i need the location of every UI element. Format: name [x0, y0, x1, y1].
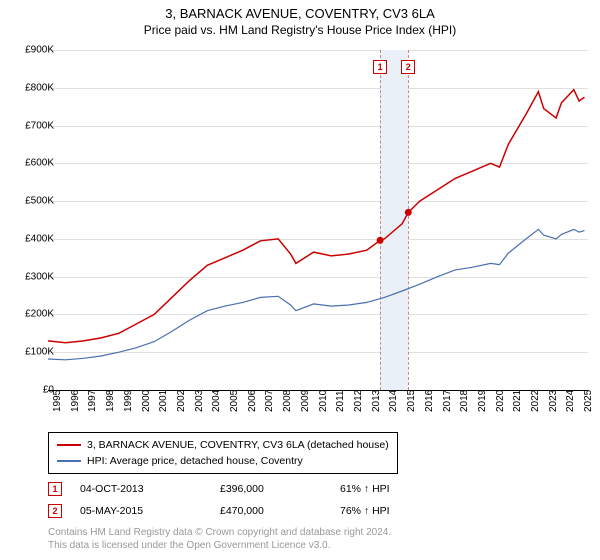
x-tick-label: 1997: [87, 390, 98, 412]
x-tick-label: 2002: [176, 390, 187, 412]
legend-label: HPI: Average price, detached house, Cove…: [87, 453, 303, 469]
x-tick-label: 2004: [211, 390, 222, 412]
x-tick-label: 2022: [530, 390, 541, 412]
x-tick-label: 2015: [406, 390, 417, 412]
sales-row-marker: 1: [48, 482, 62, 496]
footer-line-2: This data is licensed under the Open Gov…: [48, 539, 391, 552]
x-tick-label: 1996: [70, 390, 81, 412]
sales-row-date: 04-OCT-2013: [80, 483, 220, 495]
y-tick-label: £700K: [4, 120, 54, 131]
legend-swatch: [57, 460, 81, 462]
sales-row-marker: 2: [48, 504, 62, 518]
x-tick-label: 2005: [229, 390, 240, 412]
x-tick-label: 2013: [371, 390, 382, 412]
x-tick-label: 2011: [335, 390, 346, 412]
x-tick-label: 2017: [442, 390, 453, 412]
legend: 3, BARNACK AVENUE, COVENTRY, CV3 6LA (de…: [48, 432, 398, 474]
x-tick-label: 1999: [123, 390, 134, 412]
legend-item: HPI: Average price, detached house, Cove…: [57, 453, 389, 469]
x-tick-label: 2016: [424, 390, 435, 412]
x-tick-label: 2003: [194, 390, 205, 412]
x-tick-label: 2012: [353, 390, 364, 412]
x-tick-label: 2020: [495, 390, 506, 412]
x-tick-label: 2019: [477, 390, 488, 412]
footer-line-1: Contains HM Land Registry data © Crown c…: [48, 526, 391, 539]
attribution-footer: Contains HM Land Registry data © Crown c…: [48, 526, 391, 552]
x-tick-label: 2018: [459, 390, 470, 412]
legend-label: 3, BARNACK AVENUE, COVENTRY, CV3 6LA (de…: [87, 437, 389, 453]
sales-row: 2 05-MAY-2015£470,00076% ↑ HPI: [48, 500, 480, 522]
y-tick-label: £200K: [4, 309, 54, 320]
y-tick-label: £100K: [4, 347, 54, 358]
x-tick-label: 2000: [141, 390, 152, 412]
y-tick-label: £900K: [4, 45, 54, 56]
x-tick-label: 2007: [264, 390, 275, 412]
sales-table: 1 04-OCT-2013£396,00061% ↑ HPI 2 05-MAY-201…: [48, 478, 480, 522]
y-tick-label: £400K: [4, 233, 54, 244]
y-tick-label: £300K: [4, 271, 54, 282]
x-tick-label: 2008: [282, 390, 293, 412]
x-tick-label: 2001: [158, 390, 169, 412]
x-tick-label: 2014: [388, 390, 399, 412]
x-tick-label: 2021: [512, 390, 523, 412]
sales-row-date: 05-MAY-2015: [80, 505, 220, 517]
sales-row-pct: 76% ↑ HPI: [340, 505, 480, 517]
legend-item: 3, BARNACK AVENUE, COVENTRY, CV3 6LA (de…: [57, 437, 389, 453]
chart-title: 3, BARNACK AVENUE, COVENTRY, CV3 6LA: [0, 0, 600, 21]
chart-container: 3, BARNACK AVENUE, COVENTRY, CV3 6LA Pri…: [0, 0, 600, 560]
x-tick-label: 2024: [565, 390, 576, 412]
x-tick-label: 2010: [318, 390, 329, 412]
chart-subtitle: Price paid vs. HM Land Registry's House …: [0, 21, 600, 37]
sales-row-price: £470,000: [220, 505, 340, 517]
x-tick-label: 2025: [583, 390, 594, 412]
y-tick-label: £600K: [4, 158, 54, 169]
x-tick-label: 2023: [548, 390, 559, 412]
y-tick-label: £500K: [4, 196, 54, 207]
y-tick-label: £0: [4, 385, 54, 396]
x-tick-label: 2009: [300, 390, 311, 412]
x-tick-label: 1998: [105, 390, 116, 412]
sales-row-pct: 61% ↑ HPI: [340, 483, 480, 495]
x-tick-label: 2006: [247, 390, 258, 412]
x-tick-label: 1995: [52, 390, 63, 412]
chart-plot-area: [48, 50, 588, 391]
sales-row: 1 04-OCT-2013£396,00061% ↑ HPI: [48, 478, 480, 500]
legend-swatch: [57, 444, 81, 446]
sales-row-price: £396,000: [220, 483, 340, 495]
y-tick-label: £800K: [4, 82, 54, 93]
